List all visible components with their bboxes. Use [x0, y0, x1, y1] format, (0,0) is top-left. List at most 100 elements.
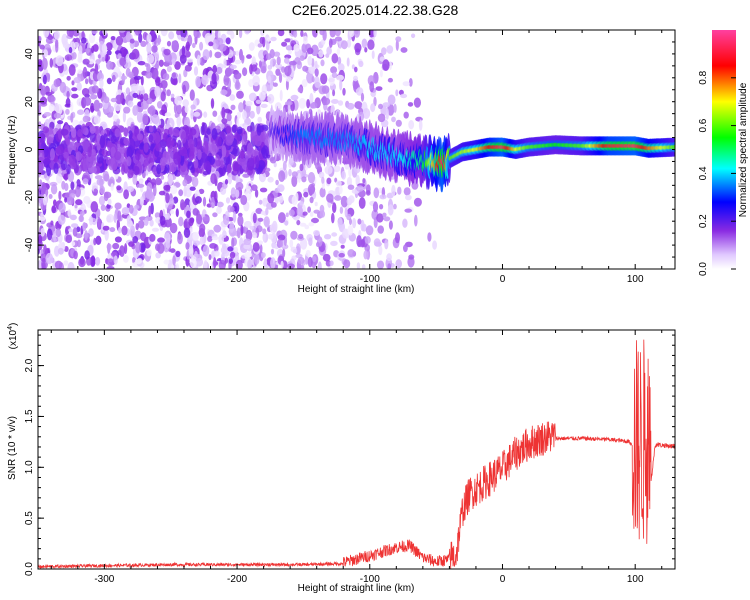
spectrogram-noise-cell [341, 40, 348, 50]
spectrogram-noise-cell [190, 104, 196, 110]
spectrogram-noise-cell [302, 211, 308, 216]
spectrogram-noise-cell [136, 183, 145, 188]
spectrogram-noise-cell [40, 228, 45, 237]
spectrogram-band-cell [261, 145, 269, 159]
colorbar-tick-label: 0.4 [698, 166, 709, 180]
spectrogram-noise-cell [389, 61, 392, 70]
spectrogram-noise-cell [114, 236, 122, 243]
spectrogram-noise-cell [330, 104, 335, 116]
spectrogram-x-axis: -300 -200 -100 0 100 [50, 30, 663, 285]
spectrogram-noise-cell [148, 105, 156, 117]
spectrogram-noise-cell [134, 204, 140, 210]
spectrogram-noise-cell [163, 184, 171, 191]
spectrogram-noise-cell [43, 112, 52, 117]
spectrogram-noise-cell [331, 53, 339, 64]
colorbar-label: Normalized spectral amplitude [738, 82, 749, 217]
spectrogram-noise-cell [312, 255, 317, 263]
spectrogram-noise-cell [151, 45, 158, 53]
spectrogram-noise-cell [166, 89, 171, 97]
spectrogram-band-cell [90, 148, 96, 156]
spectrogram-noise-cell [199, 236, 204, 246]
spectrogram-noise-cell [281, 66, 286, 73]
spectrogram-noise-cell [259, 187, 268, 193]
spectrogram-noise-cell [391, 184, 396, 197]
spectrogram-noise-cell [55, 228, 62, 238]
spectrogram-noise-cell [306, 72, 314, 84]
spectrogram-noise-cell [379, 194, 387, 200]
spectrogram-noise-cell [348, 195, 355, 204]
spectrogram-noise-cell [123, 189, 129, 200]
spectrogram-noise-cell [51, 205, 57, 214]
spectrogram-noise-cell [64, 54, 73, 61]
spectrogram-noise-cell [336, 48, 341, 55]
spectrogram-noise-cell [213, 257, 217, 269]
spectrogram-noise-cell [379, 204, 384, 210]
spectrogram-noise-cell [93, 115, 101, 125]
spectrogram-noise-cell [106, 215, 112, 223]
spectrogram-band-cell [110, 156, 119, 171]
spectrogram-noise-cell [346, 57, 350, 67]
spectrogram-noise-cell [330, 66, 338, 74]
spectrogram-noise-cell [245, 229, 253, 241]
spectrogram-noise-cell [57, 120, 64, 125]
spectrogram-noise-cell [339, 79, 343, 91]
spectrogram-noise-cell [382, 102, 391, 108]
spectrogram-noise-cell [140, 40, 147, 48]
spectrogram-noise-cell [120, 75, 128, 80]
spectrogram-noise-cell [230, 206, 235, 213]
spectrogram-noise-cell [169, 222, 178, 234]
spectrogram-noise-cell [276, 56, 281, 66]
spectrogram-noise-cell [185, 242, 190, 250]
spectrogram-noise-cell [301, 43, 308, 53]
spectrogram-band-cell [167, 127, 173, 136]
spectrogram-noise-cell [183, 221, 188, 229]
spectrogram-noise-cell [382, 59, 390, 71]
spectrogram-noise-cell [306, 99, 310, 109]
spectrogram-noise-cell [298, 98, 307, 109]
y-tick-label: -40 [24, 237, 35, 252]
spectrogram-noise-cell [267, 75, 272, 84]
colorbar-tick-label: 0.6 [698, 118, 709, 132]
spectrogram-noise-cell [176, 116, 181, 129]
spectrogram-noise-cell [249, 225, 255, 230]
spectrogram-noise-cell [136, 111, 144, 123]
spectrogram-noise-cell [218, 43, 227, 52]
spectrogram-band-cell [193, 137, 198, 148]
spectrogram-noise-cell [66, 75, 71, 81]
spectrogram-noise-cell [116, 118, 121, 125]
spectrogram-noise-cell [76, 82, 82, 91]
spectrogram-noise-cell [53, 78, 61, 88]
spectrogram-noise-cell [287, 49, 292, 55]
spectrogram-noise-cell [395, 232, 400, 244]
spectrogram-noise-cell [388, 220, 393, 230]
spectrogram-noise-cell [387, 77, 393, 83]
spectrogram-noise-cell [150, 202, 154, 215]
spectrogram-noise-cell [252, 232, 258, 239]
spectrogram-band-cell [128, 130, 133, 140]
spectrogram-band-cell [147, 163, 152, 172]
spectrogram-noise-cell [346, 102, 355, 110]
spectrogram-noise-cell [169, 248, 176, 253]
spectrogram-noise-cell [151, 67, 159, 80]
spectrogram-noise-cell [427, 232, 432, 242]
spectrogram-noise-cell [71, 241, 76, 247]
snr-frame [37, 329, 676, 570]
spectrogram-band-cell [225, 139, 233, 146]
y-tick-label: 2.0 [24, 358, 35, 372]
spectrogram-noise-cell [74, 186, 81, 198]
spectrogram-noise-cell [158, 59, 164, 67]
spectrogram-noise-cell [301, 79, 308, 88]
spectrogram-noise-cell [309, 102, 318, 109]
spectrogram-noise-cell [299, 55, 305, 61]
y-tick-label: -20 [24, 190, 35, 205]
spectrogram-noise-cell [243, 238, 252, 245]
spectrogram-noise-cell [175, 208, 179, 218]
spectrogram-noise-cell [232, 211, 237, 223]
spectrogram-band-cell [208, 140, 213, 151]
spectrogram-band-cell [206, 128, 211, 135]
spectrogram-noise-cell [405, 194, 412, 201]
spectrogram-noise-cell [151, 227, 160, 232]
spectrogram-noise-cell [100, 204, 106, 211]
spectrogram-noise-cell [110, 36, 116, 41]
